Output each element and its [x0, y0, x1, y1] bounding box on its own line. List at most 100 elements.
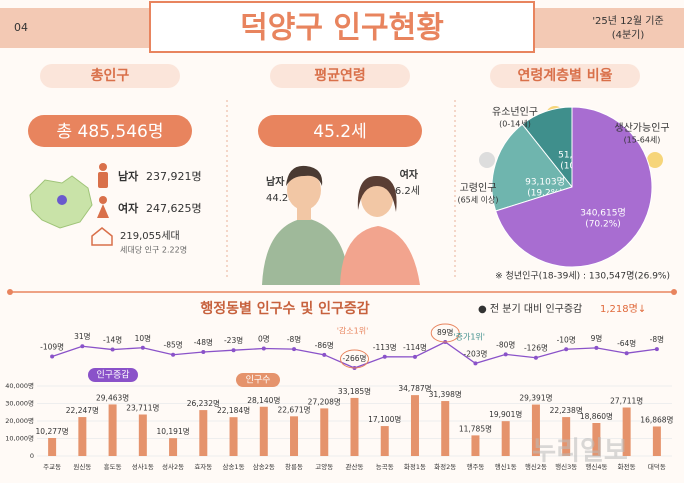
legend-label: 인구증감	[96, 369, 129, 381]
slice-note: (0-14세)	[499, 120, 531, 129]
title-box	[149, 1, 535, 53]
slice-percent-label: (70.2%)	[585, 220, 621, 230]
y-tick-label: 20,000명	[5, 416, 34, 425]
line-value-label: 0명	[258, 334, 270, 344]
bar	[320, 408, 329, 456]
rule-dot	[7, 289, 13, 295]
bar	[138, 414, 147, 456]
annotation: '감소1위'	[337, 326, 369, 336]
bar	[229, 417, 238, 456]
legend-label: 인구수	[246, 375, 271, 386]
bar	[290, 416, 299, 456]
line-value-label: -85명	[163, 340, 182, 350]
highlight-ring	[340, 349, 369, 369]
header-band	[534, 8, 684, 48]
line-value-label: -64명	[617, 338, 636, 348]
bar	[562, 417, 571, 456]
line-point	[261, 346, 266, 351]
slice-note: (65세 이상)	[457, 195, 498, 205]
annotation: '증가1위'	[453, 333, 485, 342]
legend-pill	[88, 368, 138, 382]
bar-value-label: 19,901명	[489, 409, 522, 419]
header-band	[0, 8, 150, 48]
section-heading: 평균연령	[314, 67, 366, 84]
line-value-label: 31명	[74, 331, 90, 341]
x-tick-label: 원신동	[73, 462, 91, 471]
bar-value-label: 33,185명	[338, 386, 371, 396]
heading-pill	[270, 64, 410, 88]
bar	[48, 438, 57, 456]
bar	[441, 401, 450, 456]
line-point	[292, 347, 297, 352]
line-point	[533, 355, 538, 360]
chart-subtitle: ● 전 분기 대비 인구증감	[478, 303, 582, 315]
line-value-label: -114명	[403, 342, 427, 352]
line-point	[140, 345, 145, 350]
line-value-label: 9명	[591, 333, 603, 343]
female-age: 46.2세	[389, 185, 420, 197]
line-value-label: -8명	[650, 334, 664, 344]
chart-title: 행정동별 인구수 및 인구증감	[200, 300, 369, 317]
bar-value-label: 11,785명	[459, 423, 492, 433]
bar-value-label: 29,463명	[96, 392, 129, 402]
slice-note: (15-64세)	[624, 136, 661, 145]
pie-slice	[495, 106, 653, 268]
line-point	[473, 361, 478, 366]
female-icon	[97, 196, 109, 218]
y-tick-label: 0	[30, 452, 34, 460]
bar-value-label: 22,671명	[277, 404, 310, 414]
bar-value-label: 34,787명	[398, 383, 431, 393]
line-point	[564, 347, 569, 352]
households: 219,055세대	[120, 230, 180, 242]
y-tick-label: 10,000명	[5, 434, 34, 443]
male-count: 237,921명	[146, 170, 202, 183]
page-title: 덕양구 인구현황	[240, 11, 444, 46]
house-icon	[91, 227, 113, 246]
slice-value-label: 93,103명	[525, 177, 565, 188]
bar-value-label: 18,860명	[580, 411, 613, 421]
female-label: 여자	[118, 201, 139, 215]
section-heading: 총인구	[91, 67, 130, 84]
per-household: 세대당 인구 2.22명	[120, 245, 187, 255]
bar-value-label: 28,140명	[247, 395, 280, 405]
age-pill	[258, 115, 422, 147]
bar	[652, 426, 661, 456]
y-tick-label: 40,000명	[5, 381, 34, 390]
bar	[410, 395, 419, 456]
line-value-label: -109명	[40, 342, 64, 352]
line-point	[322, 352, 327, 357]
bar	[471, 435, 480, 456]
bar	[350, 397, 359, 456]
map-pin	[57, 195, 67, 205]
heading-pill	[40, 64, 180, 88]
x-tick-label: 창릉동	[285, 463, 303, 471]
bar-value-label: 17,100명	[368, 414, 401, 424]
x-tick-label: 효자동	[194, 462, 212, 471]
bar-value-label: 31,398명	[429, 389, 462, 399]
line-value-label: -80명	[496, 339, 515, 349]
bar-value-label: 22,184명	[217, 405, 250, 415]
average-age: 45.2세	[313, 122, 367, 142]
bar-value-label: 22,247명	[66, 405, 99, 415]
male-age-label: 남자	[266, 175, 285, 188]
female-count: 247,625명	[146, 202, 202, 215]
line-point	[654, 347, 659, 352]
male-icon	[98, 163, 108, 188]
x-tick-label: 고양동	[315, 463, 333, 471]
line-point	[503, 352, 508, 357]
pie-note: ※ 청년인구(18-39세) : 130,547명(26.9%)	[495, 271, 670, 282]
line-value-label: -10명	[557, 334, 576, 344]
male-label: 남자	[118, 169, 139, 183]
line-point	[110, 347, 115, 352]
slice-name: 생산가능인구	[614, 122, 669, 134]
x-tick-label: 행신1동	[495, 462, 517, 471]
bar-value-label: 10,277명	[36, 426, 69, 436]
line-point	[382, 354, 387, 359]
line-point	[80, 344, 85, 349]
line-value-label: -23명	[224, 335, 243, 345]
heading-pill	[490, 64, 640, 88]
x-tick-label: 화정1동	[404, 462, 426, 471]
x-tick-label: 화정2동	[434, 462, 456, 471]
bar-value-label: 16,868명	[640, 414, 673, 424]
bar-value-label: 26,232명	[187, 398, 220, 408]
